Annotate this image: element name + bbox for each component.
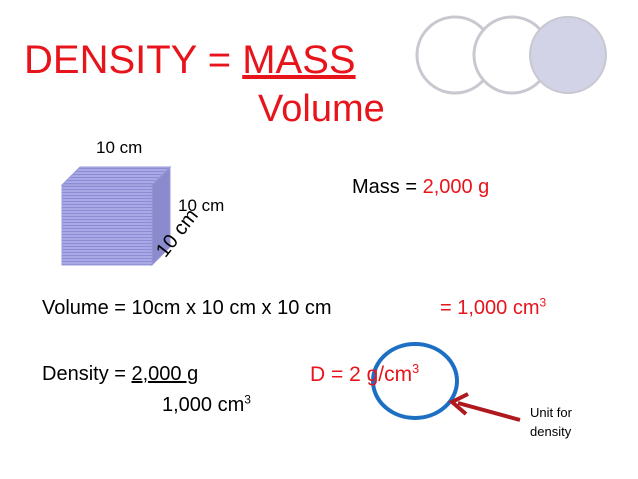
- density-line: Density = 2,000 g: [42, 363, 198, 386]
- density-denominator-line: 1,000 cm3: [162, 392, 251, 417]
- cube-top: [60, 166, 172, 186]
- title-denominator: Volume: [258, 88, 385, 130]
- volume-result: = 1,000 cm: [440, 297, 540, 319]
- density-denominator: 1,000 cm: [162, 394, 245, 416]
- arrow-shaft: [457, 401, 521, 422]
- note-line2: density: [530, 424, 572, 439]
- cube-side-label: 10 cm: [178, 196, 225, 215]
- title-lhs: DENSITY =: [24, 38, 243, 82]
- deco-circle: [529, 16, 607, 94]
- answer-text: D = 2 g/cm: [310, 363, 413, 386]
- mass-value: 2,000 g: [422, 176, 490, 198]
- title-numerator: MASS: [242, 38, 356, 82]
- density-exponent: 3: [244, 392, 251, 407]
- title-line: DENSITY = MASS: [24, 38, 356, 83]
- volume-exponent: 3: [539, 295, 547, 310]
- density-label: Density =: [42, 363, 132, 385]
- density-numerator: 2,000 g: [131, 363, 199, 385]
- cube-front: [61, 184, 153, 266]
- note-line1: Unit for: [530, 405, 572, 420]
- mass-line: Mass = 2,000 g: [352, 176, 489, 199]
- answer-exponent: 3: [412, 362, 420, 376]
- mass-label: Mass =: [352, 176, 423, 198]
- arrow-head: [448, 392, 469, 416]
- volume-label: Volume = 10cm x 10 cm x 10 cm: [42, 297, 332, 319]
- answer-line: D = 2 g/cm3: [310, 363, 419, 387]
- volume-result-line: = 1,000 cm3: [440, 295, 547, 320]
- highlight-ellipse: [371, 342, 459, 420]
- cube-top-label: 10 cm: [96, 138, 143, 157]
